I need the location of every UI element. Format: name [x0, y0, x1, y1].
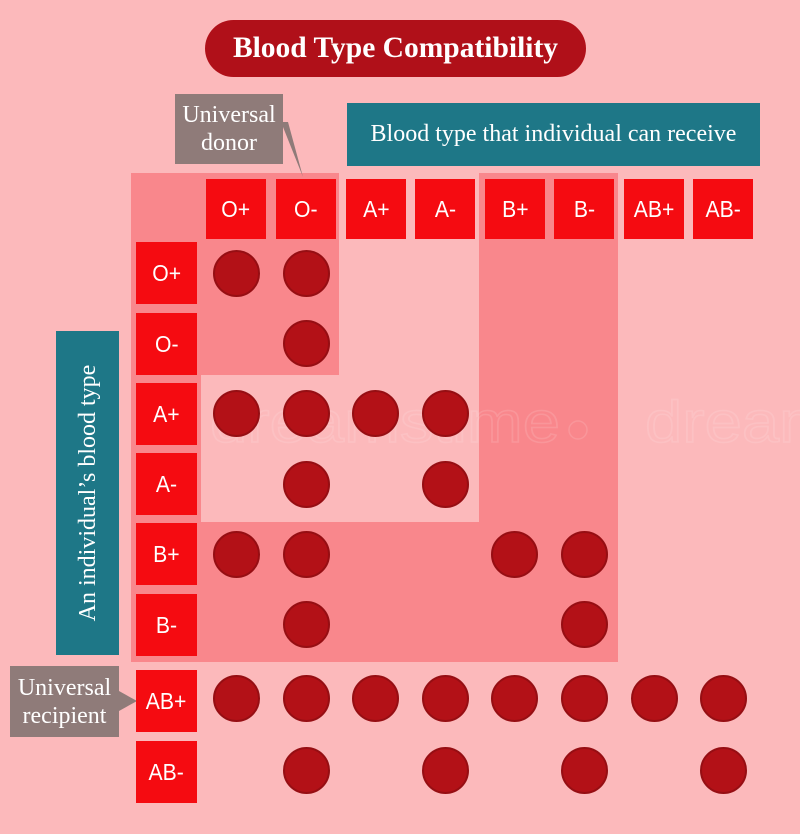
svg-text:dreamstime: dreamstime [645, 390, 800, 455]
